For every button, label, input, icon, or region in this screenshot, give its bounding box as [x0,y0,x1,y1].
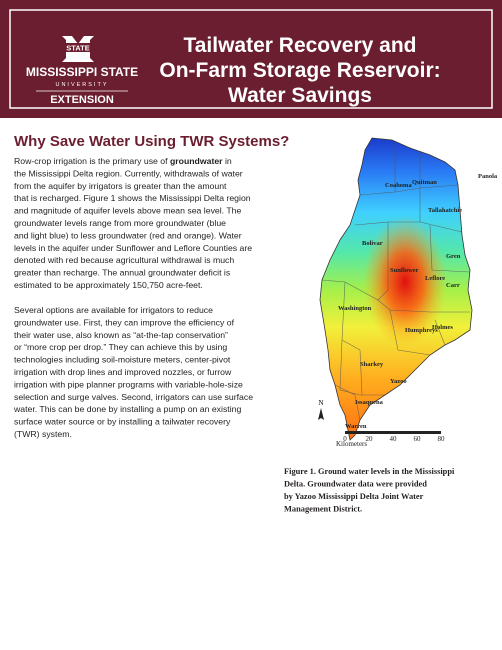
county-label: Tallahatchie [428,207,462,214]
text-run: Row-crop irrigation is the primary use o… [14,156,170,166]
logo: STATE MISSISSIPPI STATE UNIVERSITY EXTEN… [26,36,138,106]
text-run: in [223,156,232,166]
logo-university: UNIVERSITY [55,82,108,88]
header-frame [9,9,493,109]
lead-line: Row-crop irrigation is the primary use o… [14,156,232,166]
scale-tick-label: 0 [343,435,347,443]
paragraph: the Mississippi Delta region. Currently,… [14,168,252,290]
county-label: Sunflower [390,267,419,274]
text-line: surface water source or by installing a … [14,417,231,427]
title-line: Tailwater Recovery and [183,34,416,57]
text-line: and light blue) to less groundwater (red… [14,230,242,240]
scale-unit: Kilometers [336,440,367,448]
county-label: Issaquena [355,399,384,406]
caption-line: Delta. Groundwater data were provided [284,480,427,489]
scale-tick-label: 60 [414,435,422,443]
text-line: estimated to be approximately 150,750 ac… [14,280,203,290]
text-line: groundwater use. First, they can improve… [14,317,235,327]
county-label: Carr [446,282,460,289]
scale-tick-label: 80 [438,435,446,443]
bold-run: groundwater [170,156,223,166]
caption-line: Management District. [284,505,362,514]
county-label: Quitman [412,179,437,186]
text-line: and magnitude of aquifer levels above me… [14,206,241,216]
title-line: On-Farm Storage Reservoir: [159,59,440,82]
map: Panola Coahoma Quitman Tallahatchie Bolivar S… [318,137,498,448]
county-label: Humphreys [405,327,438,334]
county-label: Bolivar [362,240,383,247]
text-line: technologies including soil-moisture met… [14,355,231,365]
county-label: Yazoo [390,378,407,385]
logo-name: MISSISSIPPI STATE [26,65,138,79]
text-line: water. This can be done by installing a … [13,404,241,414]
caption-line: by Yazoo Mississippi Delta Joint Water [284,492,424,501]
text-line: that is recharged. Figure 1 shows the Mi… [14,193,251,203]
text-line: selection and surge valves. Second, irri… [14,392,253,402]
county-label: Warren [345,423,367,430]
text-line: (TWR) system. [14,429,72,439]
text-line: from the aquifer by irrigators is greate… [14,181,227,191]
text-line: their water use, also known as “at-the-t… [14,330,228,340]
text-line: groundwater levels range from more groun… [14,218,226,228]
scale-bar-fill [345,431,441,434]
scale-bar: 0 20 40 60 80 [343,431,445,443]
county-label: Panola [478,173,498,180]
paragraph: Several options are available for irriga… [13,305,253,439]
logo-unit: EXTENSION [50,94,114,106]
text-line: levels in the aquifer under Sunflower an… [14,243,252,253]
figure-caption: Figure 1. Ground water levels in the Mis… [284,467,455,514]
county-label: Leflore [425,275,445,282]
logo-mark: STATE [66,44,89,53]
county-label: Holmes [432,324,453,331]
title-line: Water Savings [228,84,372,107]
scale-tick-label: 20 [366,435,374,443]
text-line: or “more crop per drop.” They can achiev… [14,342,227,352]
text-line: greater than recharge. The annual ground… [14,268,231,278]
scale-tick-label: 40 [390,435,398,443]
text-line: the Mississippi Delta region. Currently,… [14,168,243,178]
north-arrow: N [318,399,324,420]
north-label: N [318,399,323,407]
text-line: denoted with red because agricultural wi… [14,255,234,265]
caption-line: Figure 1. Ground water levels in the Mis… [284,467,455,476]
text-line: irrigation with drop lines and improved … [14,367,232,377]
county-label: Washington [338,305,372,312]
section-heading: Why Save Water Using TWR Systems? [14,133,289,150]
county-label: Gren [446,253,461,260]
county-label: Coahoma [385,182,412,189]
text-line: irrigation with pipe planner programs wi… [14,379,243,389]
county-label: Sharkey [360,361,384,368]
text-line: Several options are available for irriga… [14,305,213,315]
